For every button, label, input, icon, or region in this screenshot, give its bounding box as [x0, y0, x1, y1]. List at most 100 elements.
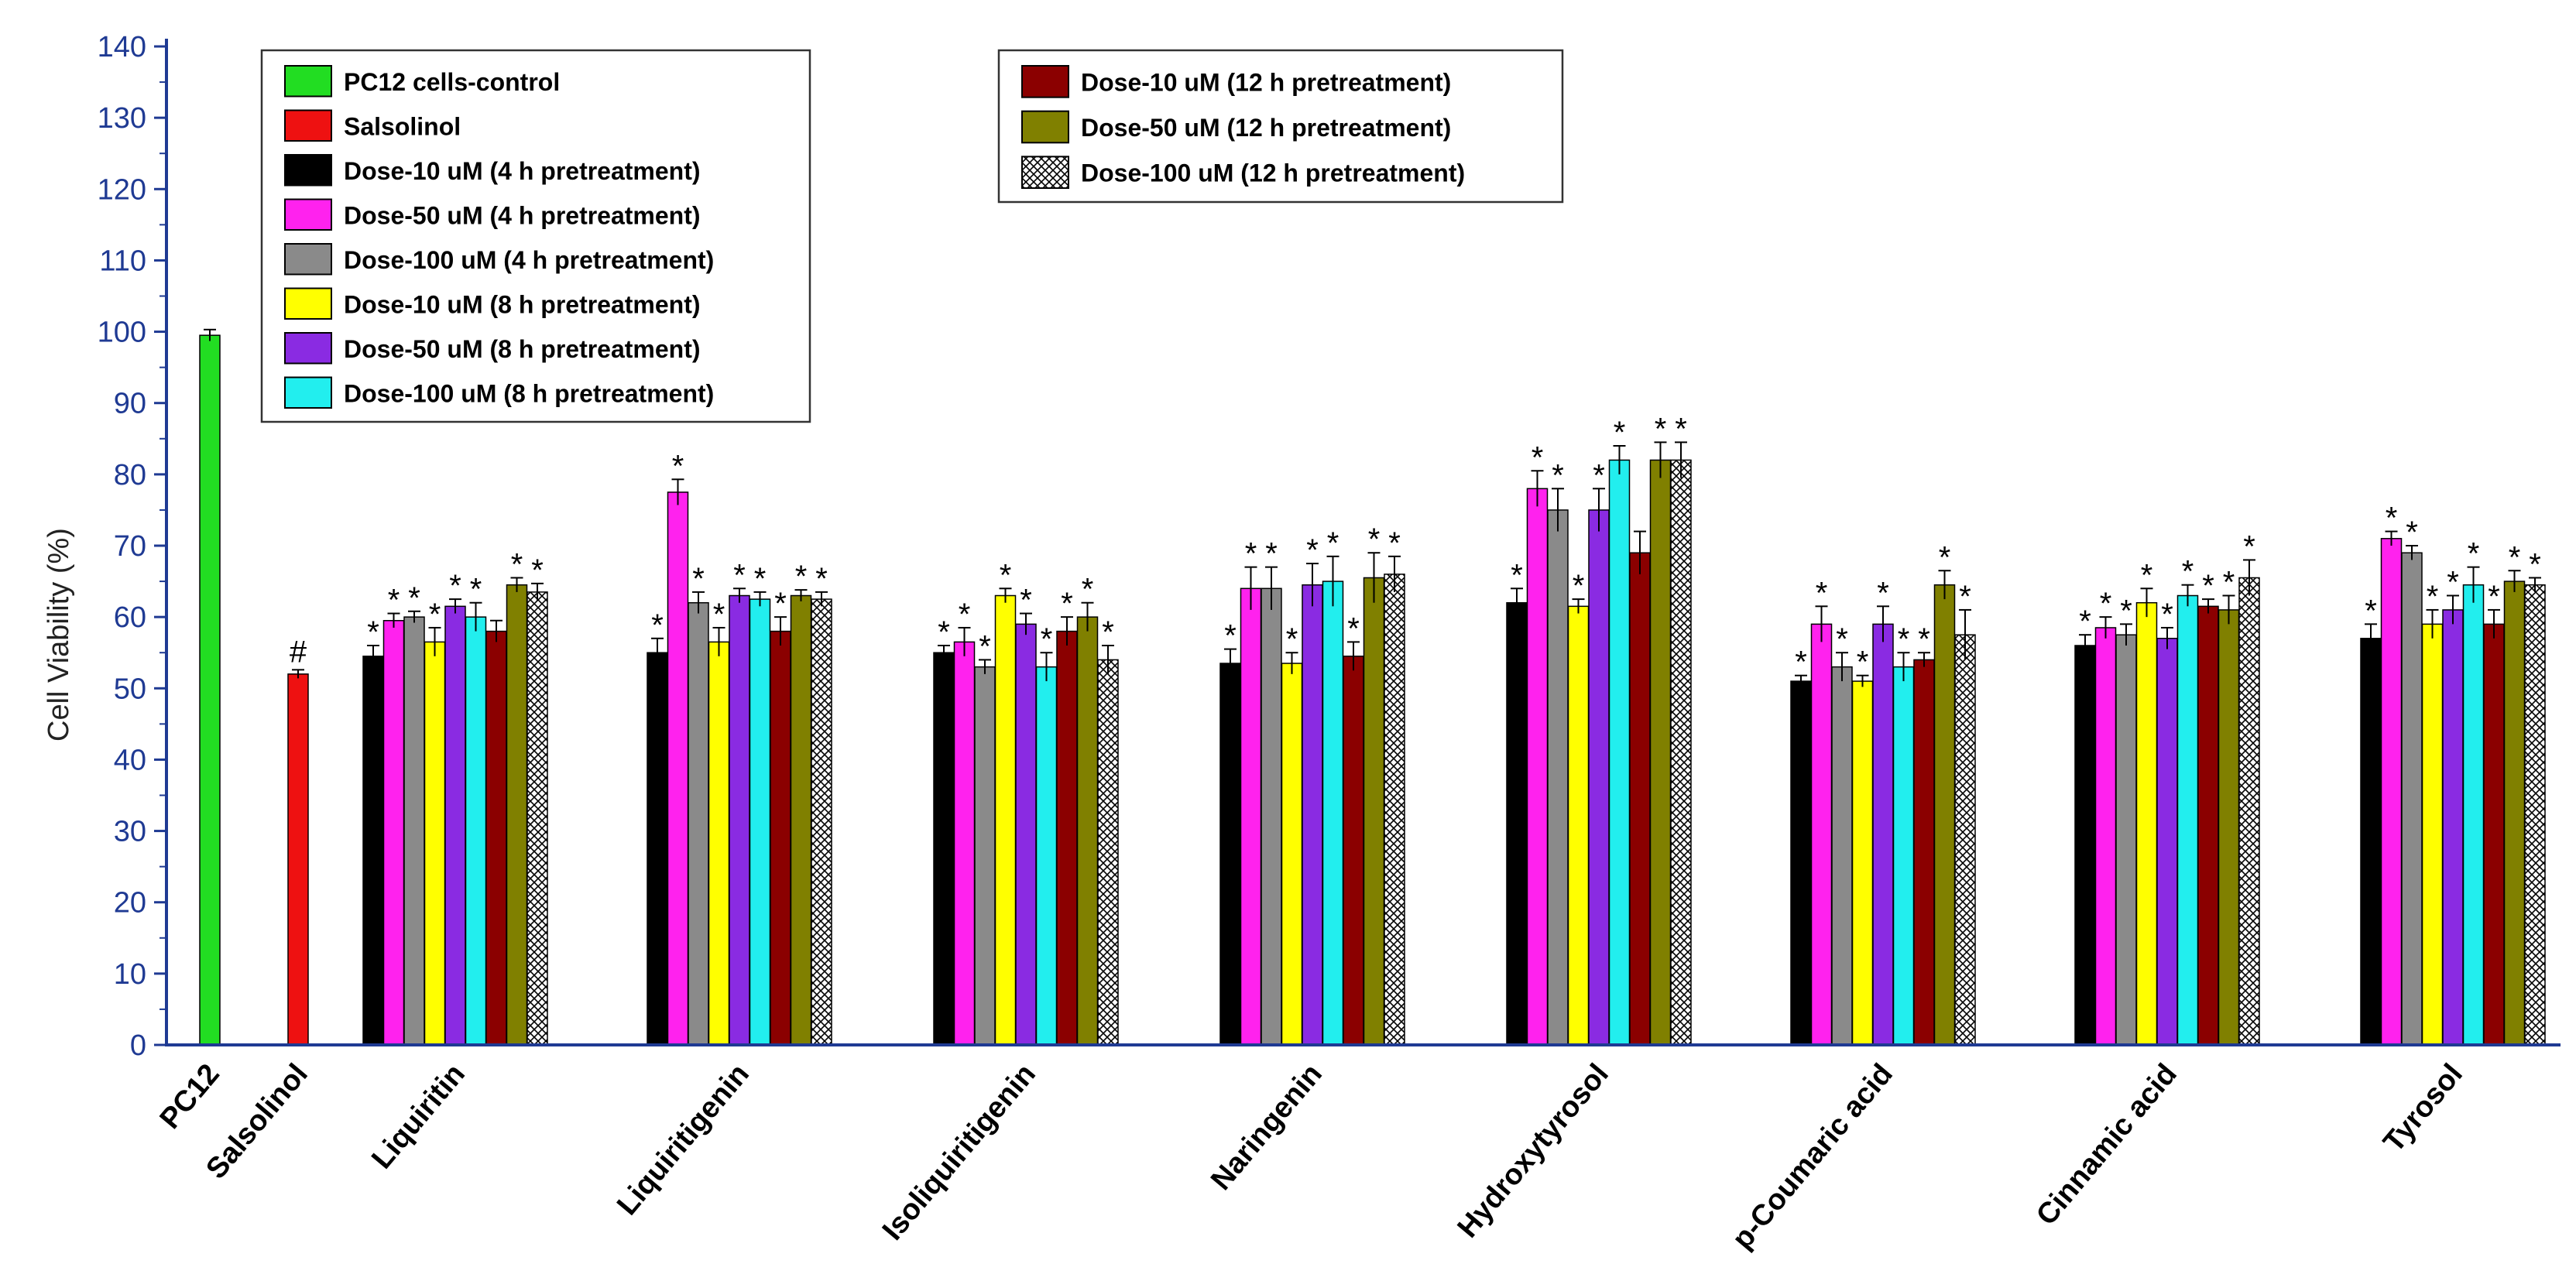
bar [2524, 584, 2546, 1046]
bar [1588, 509, 1610, 1046]
legend-label: Dose-100 uM (8 h pretreatment) [344, 379, 714, 407]
legend-swatch [284, 109, 332, 142]
significance-star: * [2365, 594, 2377, 628]
significance-star: * [1224, 619, 1237, 653]
significance-star: * [795, 560, 808, 594]
significance-star: * [1327, 526, 1339, 560]
x-category-label: Naringenin [1205, 1058, 1329, 1197]
x-category-label: Liquiritigenin [611, 1058, 756, 1221]
significance-star: * [2488, 580, 2500, 614]
significance-star: * [2141, 558, 2153, 592]
x-category-label: Tyrosol [2377, 1058, 2469, 1159]
significance-star: * [713, 598, 725, 632]
significance-star: * [1836, 622, 1848, 656]
bar [2442, 609, 2464, 1046]
significance-star: * [1061, 587, 1073, 621]
y-axis-label: Cell Viability (%) [43, 528, 75, 742]
legend-label: Dose-50 uM (8 h pretreatment) [344, 335, 701, 363]
significance-star: * [1102, 615, 1114, 649]
significance-star: * [1877, 576, 1889, 610]
bar [1384, 574, 1405, 1046]
y-tick-label: 20 [114, 887, 146, 920]
legend-swatch [284, 332, 332, 365]
x-category-label: Cinnamic acid [2030, 1058, 2183, 1231]
significance-star: * [774, 587, 787, 621]
significance-star: * [1388, 526, 1401, 560]
significance-star: * [2161, 598, 2173, 632]
significance-star: * [733, 558, 746, 592]
bar [2421, 623, 2444, 1046]
x-category-label: Isoliquiritigenin [876, 1058, 1042, 1247]
bar [770, 630, 791, 1046]
significance-star: * [651, 608, 664, 642]
bar [1363, 577, 1385, 1046]
y-tick-label: 50 [114, 673, 146, 705]
significance-star: * [1286, 622, 1298, 656]
bar [2238, 577, 2260, 1046]
bar [1035, 666, 1058, 1046]
significance-star: * [388, 584, 400, 618]
bar [1343, 656, 1364, 1046]
y-tick-label: 120 [98, 173, 146, 206]
significance-star: * [1857, 646, 1869, 680]
significance-star: * [2100, 587, 2112, 621]
y-tick-label: 30 [114, 816, 146, 848]
significance-star: * [2386, 502, 2398, 536]
y-tick-label: 140 [98, 31, 146, 63]
bar [2156, 638, 2178, 1046]
significance-star: * [2447, 566, 2459, 600]
x-category-label: Liquiritin [365, 1058, 472, 1176]
significance-star: * [2182, 555, 2194, 589]
significance-star: * [1795, 646, 1807, 680]
significance-star: * [1655, 412, 1667, 446]
bar [2094, 627, 2117, 1046]
significance-star: * [1552, 458, 1564, 492]
significance-star: * [2468, 537, 2480, 571]
bar [729, 594, 750, 1046]
y-tick-label: 90 [114, 388, 146, 420]
significance-star: * [1939, 540, 1951, 574]
significance-star: * [2509, 540, 2521, 574]
legend-label: Salsolinol [344, 112, 461, 140]
y-tick-label: 40 [114, 744, 146, 776]
significance-star: * [367, 615, 379, 649]
bar [2360, 638, 2382, 1046]
bar [1810, 623, 1833, 1046]
significance-star: * [2202, 569, 2214, 603]
bar [994, 594, 1017, 1046]
y-tick-label: 100 [98, 317, 146, 349]
significance-star: * [1614, 416, 1626, 450]
legend-swatch [284, 287, 332, 320]
legend-box [997, 49, 1564, 204]
bar [1076, 616, 1099, 1046]
legend-swatch [284, 154, 332, 187]
legend-label: Dose-10 uM (8 h pretreatment) [344, 290, 701, 318]
y-tick-label: 130 [98, 102, 146, 135]
significance-star: * [1041, 622, 1053, 656]
significance-star: * [2406, 515, 2418, 550]
significance-star: * [511, 547, 523, 581]
bar [1097, 659, 1119, 1046]
significance-star: * [1959, 580, 1971, 614]
bar [2074, 645, 2096, 1046]
bar [527, 591, 548, 1046]
legend-swatch [1021, 156, 1069, 189]
significance-star: * [2243, 529, 2255, 563]
bar [1056, 630, 1078, 1046]
bar [444, 605, 466, 1046]
significance-star: * [2223, 566, 2235, 600]
bar [811, 598, 832, 1046]
bar [688, 601, 709, 1046]
significance-star: * [1898, 622, 1910, 656]
legend-label: Dose-50 uM (4 h pretreatment) [344, 201, 701, 229]
bar [2503, 581, 2526, 1046]
bar [2462, 584, 2485, 1046]
bar [382, 620, 405, 1046]
bar [2401, 552, 2423, 1046]
bar [953, 641, 976, 1046]
bar [506, 584, 528, 1046]
significance-star: * [2079, 605, 2091, 639]
significance-star: * [531, 553, 544, 587]
bar [974, 666, 996, 1046]
significance-star: * [754, 562, 767, 596]
